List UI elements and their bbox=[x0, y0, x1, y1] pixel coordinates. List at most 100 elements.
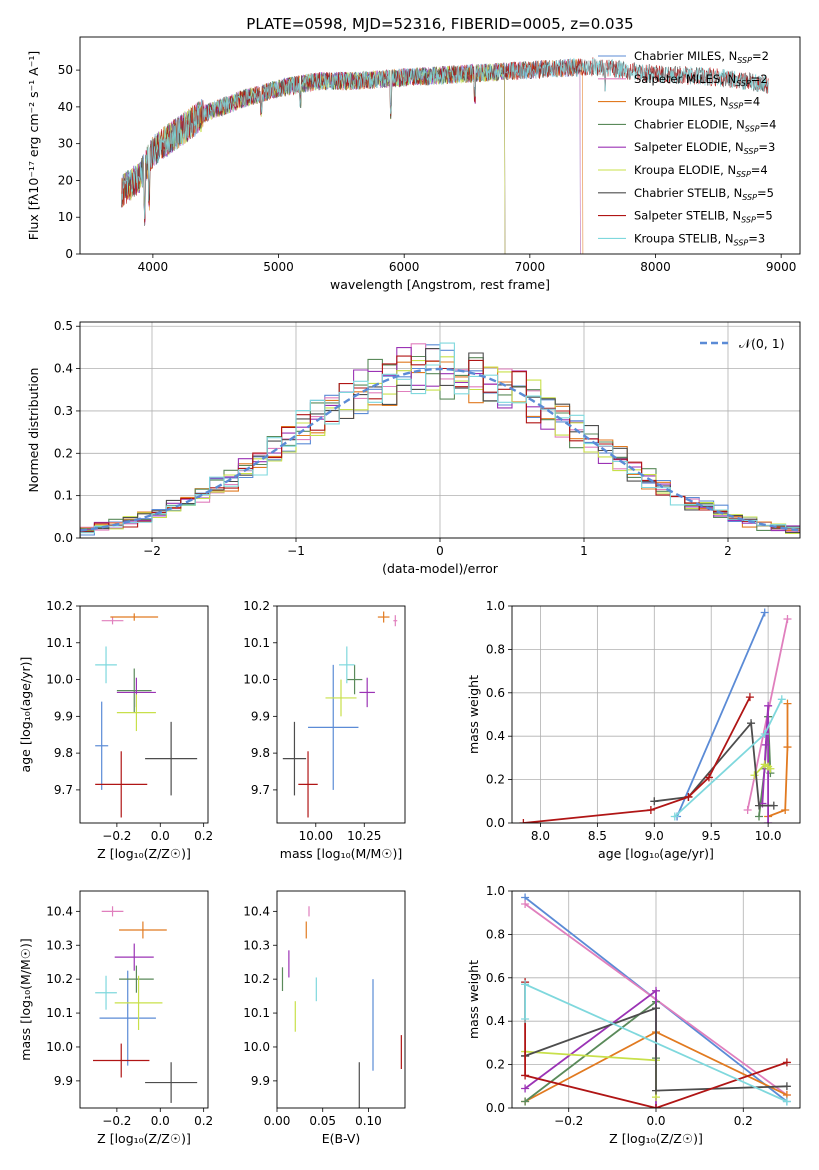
weight-marker bbox=[652, 1086, 660, 1095]
weight-series-kroupa-stelib bbox=[521, 980, 791, 1106]
errorbar-salpeter-stelib bbox=[95, 751, 148, 818]
y-tick-label: 10.2 bbox=[243, 599, 270, 613]
legend-normal-label: 𝒩(0, 1) bbox=[739, 336, 785, 351]
y-tick-label: 20 bbox=[58, 173, 73, 187]
x-tick-label: 8.5 bbox=[588, 829, 607, 843]
weight-marker bbox=[783, 743, 792, 752]
spectrum-line-kroupa-elodie bbox=[121, 62, 506, 254]
axes-spectrum: 4000 5000 6000 7000 8000 9000 0 10 20 30 40 50 wavel… bbox=[26, 36, 801, 292]
y-tick-label: 10.3 bbox=[46, 938, 73, 952]
y-tick-label: 0.1 bbox=[54, 489, 73, 503]
y-tick-label: 9.7 bbox=[54, 783, 73, 797]
x-tick-label: 9.5 bbox=[702, 829, 721, 843]
axes-mass_vs_ebv: 0.00 0.05 0.10 9.9 10.0 10.1 10.2 10.3 10.4 E(B-V… bbox=[243, 890, 406, 1146]
y-tick-label: 10.0 bbox=[243, 1040, 270, 1054]
weight-marker bbox=[521, 1015, 530, 1024]
errorbar-kroupa-stelib bbox=[95, 646, 117, 684]
weight-marker bbox=[755, 801, 764, 810]
y-tick-label: 9.7 bbox=[251, 783, 270, 797]
y-tick-label: 0.8 bbox=[486, 927, 505, 941]
y-tick-label: 0.4 bbox=[486, 729, 505, 743]
weight-marker bbox=[766, 764, 775, 773]
errorbar-kroupa-miles bbox=[119, 921, 167, 939]
spectrum-line-salpeter-elodie bbox=[121, 62, 506, 254]
weight-line bbox=[654, 720, 774, 807]
x-tick-label: 8000 bbox=[640, 260, 671, 274]
y-tick-label: 10.1 bbox=[243, 636, 270, 650]
y-tick-label: 9.9 bbox=[54, 709, 73, 723]
legend-entry: Salpeter STELIB, NSSP=5 bbox=[634, 209, 773, 225]
spectrum-line-salpeter-stelib bbox=[121, 57, 769, 223]
y-tick-label: 10.3 bbox=[243, 938, 270, 952]
y-axis-label: Flux [fλ10⁻¹⁷ erg cm⁻² s⁻¹ A⁻¹] bbox=[26, 51, 41, 240]
weight-series-salpeter-stelib bbox=[519, 693, 754, 823]
x-tick-label: 0.2 bbox=[194, 829, 213, 843]
plot-area bbox=[281, 906, 402, 1108]
x-tick-label: 10.25 bbox=[347, 829, 381, 843]
x-tick-label: 0.0 bbox=[646, 1114, 665, 1128]
errorbar-salpeter-elodie bbox=[114, 943, 154, 971]
x-tick-label: 7000 bbox=[515, 260, 546, 274]
axes-mass_vs_Z: −0.2 0.0 0.2 9.9 10.0 10.1 10.2 10.3 10.4 Z [log₁… bbox=[18, 890, 213, 1146]
weight-line bbox=[523, 696, 751, 823]
weight-marker bbox=[650, 797, 659, 806]
weight-marker bbox=[782, 1058, 791, 1067]
weight-marker bbox=[764, 701, 773, 710]
errorbar-kroupa-miles bbox=[110, 613, 159, 621]
errorbar-salpeter-elodie bbox=[359, 677, 375, 708]
plot-area bbox=[93, 906, 198, 1103]
x-axis-label: Z [log₁₀(Z/Z☉)] bbox=[609, 1131, 703, 1146]
legend-entry: Salpeter ELODIE, NSSP=3 bbox=[634, 140, 775, 156]
weight-series-chabrier-stelib bbox=[521, 1004, 791, 1095]
weight-line bbox=[767, 703, 789, 818]
errorbar-chabrier-elodie bbox=[346, 664, 363, 695]
weight-marker bbox=[755, 812, 764, 821]
y-tick-label: 10.1 bbox=[46, 636, 73, 650]
weight-marker bbox=[743, 805, 752, 814]
errorbar-salpeter-stelib bbox=[93, 1043, 150, 1078]
weight-marker bbox=[519, 819, 528, 823]
histogram-kroupa-stelib bbox=[80, 342, 800, 538]
axes-frame bbox=[79, 605, 209, 824]
y-tick-label: 0.0 bbox=[486, 816, 505, 830]
spectrum-legend: Chabrier MILES, NSSP=2 Salpeter MILES, NS… bbox=[598, 49, 776, 247]
legend-entry: Kroupa ELODIE, NSSP=4 bbox=[634, 163, 768, 179]
legend-entry: Salpeter MILES, NSSP=2 bbox=[634, 72, 768, 88]
weight-line bbox=[524, 982, 788, 1108]
errorbar-kroupa-elodie bbox=[116, 694, 156, 732]
weight-marker bbox=[782, 1082, 791, 1091]
x-tick-label: 0.0 bbox=[151, 1114, 170, 1128]
y-tick-label: 10.0 bbox=[243, 673, 270, 687]
y-tick-label: 50 bbox=[58, 63, 73, 77]
weight-marker bbox=[521, 900, 530, 909]
weight-marker bbox=[769, 801, 778, 810]
weight-marker bbox=[750, 771, 759, 780]
weight-series-kroupa-stelib bbox=[670, 695, 786, 821]
y-tick-label: 30 bbox=[58, 137, 73, 151]
x-axis-label: wavelength [Angstrom, rest frame] bbox=[330, 277, 550, 292]
errorbar-chabrier-elodie bbox=[116, 668, 152, 713]
y-axis-label: Normed distribution bbox=[26, 368, 41, 493]
axes-age_vs_mass: 10.00 10.25 9.7 9.8 9.9 10.0 10.1 10.2 mass [log… bbox=[243, 599, 406, 861]
x-tick-label: 0.05 bbox=[309, 1114, 336, 1128]
y-tick-label: 9.8 bbox=[54, 746, 73, 760]
x-tick-label: 9.0 bbox=[645, 829, 664, 843]
x-axis-label: mass [log₁₀(M/M☉)] bbox=[280, 846, 402, 861]
weight-marker bbox=[521, 980, 530, 989]
errorbar-salpeter-miles bbox=[393, 615, 398, 627]
x-axis-label: Z [log₁₀(Z/Z☉)] bbox=[97, 1131, 191, 1146]
errorbar-salpeter-stelib bbox=[298, 751, 318, 818]
weight-marker bbox=[521, 1084, 530, 1093]
weight-line bbox=[524, 999, 657, 1103]
x-tick-label: 0.2 bbox=[194, 1114, 213, 1128]
errorbar-chabrier-miles bbox=[308, 664, 359, 790]
y-tick-label: 0 bbox=[65, 247, 73, 261]
y-tick-label: 0.6 bbox=[486, 686, 505, 700]
legend-entry: Kroupa STELIB, NSSP=3 bbox=[634, 231, 765, 247]
errorbar-kroupa-elodie bbox=[325, 679, 357, 717]
weight-series-kroupa-elodie bbox=[750, 760, 775, 780]
weight-line bbox=[524, 1006, 787, 1092]
x-axis-label: age [log₁₀(age/yr)] bbox=[598, 846, 714, 861]
x-tick-label: 2 bbox=[724, 544, 732, 558]
